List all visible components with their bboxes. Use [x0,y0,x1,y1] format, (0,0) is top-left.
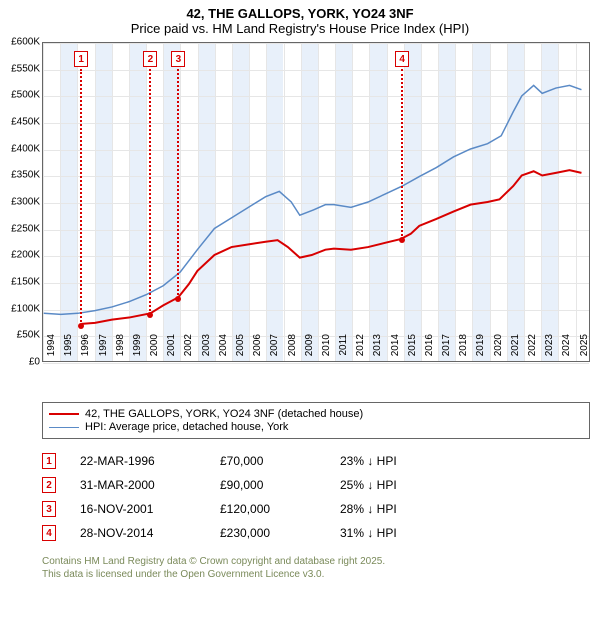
y-axis-tick: £400K [0,143,40,154]
sale-marker-dot [147,312,153,318]
x-axis-tick: 2007 [269,334,280,366]
sale-delta: 23% ↓ HPI [340,454,590,468]
sales-table: 1 22-MAR-1996£70,00023% ↓ HPI 2 31-MAR-2000… [42,449,590,545]
x-axis-tick: 2009 [304,334,315,366]
y-axis-tick: £600K [0,37,40,48]
x-axis-tick: 1997 [98,334,109,366]
x-axis-tick: 2020 [493,334,504,366]
footnote-line: Contains HM Land Registry data © Crown c… [42,555,590,568]
x-axis-tick: 2013 [372,334,383,366]
x-axis-tick: 1994 [46,334,57,366]
y-axis-tick: £150K [0,277,40,288]
sale-marker-dot [175,296,181,302]
y-axis-tick: £450K [0,117,40,128]
x-axis-tick: 2002 [183,334,194,366]
sale-marker-box: 1 [74,51,88,67]
y-axis-tick: £550K [0,63,40,74]
sale-marker-box: 3 [171,51,185,67]
sale-marker-line [80,69,82,326]
sale-number-box: 2 [42,477,56,493]
y-axis-tick: £200K [0,250,40,261]
x-axis-tick: 2023 [544,334,555,366]
x-axis-tick: 2008 [287,334,298,366]
x-axis-tick: 2015 [407,334,418,366]
sale-marker-line [401,69,403,240]
sale-marker-box: 4 [395,51,409,67]
y-axis-tick: £500K [0,90,40,101]
x-axis-tick: 2001 [166,334,177,366]
footnote-line: This data is licensed under the Open Gov… [42,568,590,581]
chart-svg [43,43,589,361]
x-axis-tick: 2018 [458,334,469,366]
x-axis-tick: 2003 [201,334,212,366]
footnote: Contains HM Land Registry data © Crown c… [42,555,590,581]
x-axis-tick: 1995 [63,334,74,366]
x-axis-tick: 2017 [441,334,452,366]
x-axis-tick: 2022 [527,334,538,366]
x-axis-tick: 2006 [252,334,263,366]
sale-price: £90,000 [220,478,340,492]
sale-number-box: 1 [42,453,56,469]
x-axis-tick: 2014 [390,334,401,366]
sale-date: 31-MAR-2000 [80,478,220,492]
legend-swatch-blue [49,427,79,428]
chart-container: 42, THE GALLOPS, YORK, YO24 3NF Price pa… [0,0,600,581]
x-axis-tick: 2019 [475,334,486,366]
table-row: 4 28-NOV-2014£230,00031% ↓ HPI [42,521,590,545]
x-axis-tick: 2011 [338,334,349,366]
line-series [82,170,582,324]
sale-date: 16-NOV-2001 [80,502,220,516]
line-series [44,85,582,314]
x-axis-tick: 2016 [424,334,435,366]
sale-marker-dot [399,237,405,243]
sale-marker-dot [78,323,84,329]
x-axis-tick: 2021 [510,334,521,366]
sale-price: £120,000 [220,502,340,516]
y-axis-tick: £350K [0,170,40,181]
chart-title-address: 42, THE GALLOPS, YORK, YO24 3NF [0,6,600,21]
legend-label: HPI: Average price, detached house, York [85,421,288,433]
legend: 42, THE GALLOPS, YORK, YO24 3NF (detache… [42,402,590,439]
y-axis-tick: £50K [0,330,40,341]
legend-label: 42, THE GALLOPS, YORK, YO24 3NF (detache… [85,408,363,420]
sale-date: 22-MAR-1996 [80,454,220,468]
sale-price: £70,000 [220,454,340,468]
title-block: 42, THE GALLOPS, YORK, YO24 3NF Price pa… [0,0,600,38]
sale-number-box: 4 [42,525,56,541]
x-axis-tick: 2000 [149,334,160,366]
x-axis-tick: 2024 [561,334,572,366]
x-axis-tick: 2012 [355,334,366,366]
sale-delta: 31% ↓ HPI [340,526,590,540]
legend-swatch-red [49,413,79,415]
legend-item: HPI: Average price, detached house, York [49,421,583,433]
y-axis-tick: £250K [0,223,40,234]
y-axis-tick: £0 [0,357,40,368]
x-axis-tick: 1996 [80,334,91,366]
sale-marker-line [149,69,151,315]
sale-delta: 28% ↓ HPI [340,502,590,516]
x-axis-tick: 2010 [321,334,332,366]
plot-area: 1 23 4 [42,42,590,362]
sale-marker-box: 2 [143,51,157,67]
y-axis-tick: £100K [0,303,40,314]
x-axis-tick: 2025 [579,334,590,366]
legend-item: 42, THE GALLOPS, YORK, YO24 3NF (detache… [49,408,583,420]
sale-date: 28-NOV-2014 [80,526,220,540]
x-axis-tick: 1999 [132,334,143,366]
sale-marker-line [177,69,179,299]
sale-number-box: 3 [42,501,56,517]
sale-delta: 25% ↓ HPI [340,478,590,492]
plot-wrap: 1 23 4 £0 £50K £100K £150K £200K £250K £300K £350… [0,38,600,398]
chart-title-subtitle: Price paid vs. HM Land Registry's House … [0,21,600,36]
sale-price: £230,000 [220,526,340,540]
y-axis-tick: £300K [0,197,40,208]
table-row: 3 16-NOV-2001£120,00028% ↓ HPI [42,497,590,521]
x-axis-tick: 2004 [218,334,229,366]
x-axis-tick: 1998 [115,334,126,366]
table-row: 2 31-MAR-2000£90,00025% ↓ HPI [42,473,590,497]
table-row: 1 22-MAR-1996£70,00023% ↓ HPI [42,449,590,473]
x-axis-tick: 2005 [235,334,246,366]
